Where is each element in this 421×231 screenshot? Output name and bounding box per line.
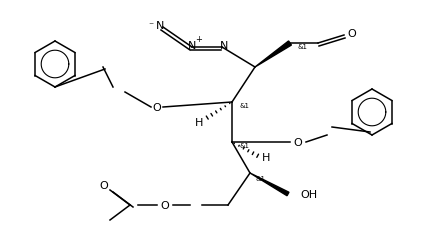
- Text: ⁻: ⁻: [149, 21, 154, 31]
- Text: H: H: [262, 152, 270, 162]
- Text: O: O: [153, 103, 161, 112]
- Text: N: N: [188, 41, 196, 51]
- Text: O: O: [161, 200, 169, 210]
- Text: H: H: [195, 118, 203, 128]
- Polygon shape: [255, 42, 291, 68]
- Text: O: O: [348, 29, 356, 39]
- Text: O: O: [293, 137, 302, 147]
- Text: OH: OH: [300, 189, 317, 199]
- Text: &1: &1: [255, 175, 265, 181]
- Text: &1: &1: [298, 44, 308, 50]
- Text: &1: &1: [240, 142, 250, 148]
- Polygon shape: [250, 173, 289, 196]
- Text: O: O: [100, 180, 108, 190]
- Text: N: N: [156, 21, 164, 31]
- Text: &1: &1: [240, 103, 250, 109]
- Text: +: +: [196, 34, 203, 43]
- Text: N: N: [220, 41, 228, 51]
